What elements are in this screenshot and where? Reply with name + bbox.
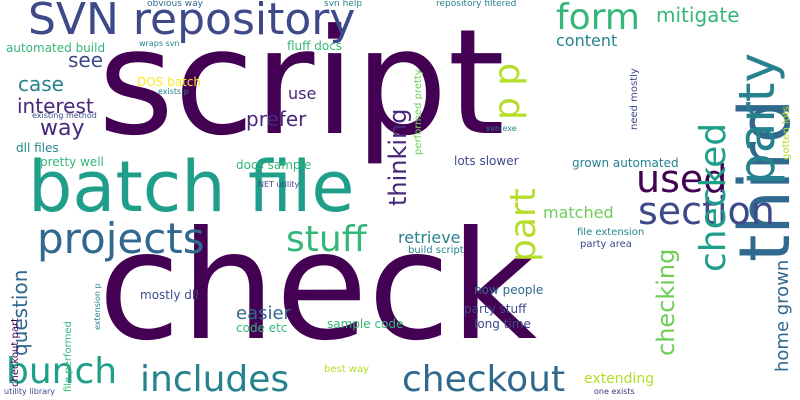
cloud-word: content	[556, 31, 618, 50]
cloud-word: need mostly	[629, 68, 640, 130]
cloud-word: one exists	[594, 387, 635, 396]
cloud-word: checkout	[402, 359, 566, 400]
cloud-word: mostly dll	[140, 288, 199, 302]
cloud-word: SVN repository	[28, 0, 356, 45]
cloud-word: party area	[580, 239, 632, 250]
cloud-word: part	[503, 188, 544, 262]
cloud-word: use	[288, 84, 317, 103]
cloud-word: svn help	[324, 0, 363, 9]
cloud-word: thinking	[384, 108, 412, 206]
cloud-word: NET utility	[258, 180, 300, 189]
cloud-word: now people	[474, 283, 544, 297]
cloud-word: lots slower	[454, 154, 519, 168]
cloud-word: automated build	[6, 41, 106, 55]
cloud-word: obvious way	[147, 0, 204, 9]
cloud-word: pretty well	[40, 155, 104, 169]
cloud-word: projects	[37, 214, 205, 263]
cloud-word: extending	[584, 371, 655, 387]
cloud-word: party	[728, 52, 786, 185]
cloud-word: case	[18, 72, 64, 96]
cloud-word: retrieve	[398, 228, 461, 247]
cloud-word: DOS batch	[137, 75, 201, 89]
cloud-word: bunch	[6, 351, 118, 392]
cloud-word: long time	[474, 317, 531, 331]
cloud-word: best way	[324, 364, 370, 375]
cloud-word: used	[636, 157, 728, 201]
cloud-word: prefer	[246, 107, 307, 131]
cloud-word: code etc	[236, 321, 288, 335]
cloud-word: repository filtered	[436, 0, 517, 9]
cloud-word: check	[98, 200, 538, 374]
cloud-word: way	[40, 116, 85, 141]
cloud-word: form	[556, 0, 640, 38]
cloud-word: svn exe	[486, 124, 517, 133]
cloud-word: exists p	[158, 87, 189, 96]
cloud-word: checked	[693, 122, 734, 272]
cloud-word: checking	[652, 248, 680, 356]
cloud-word: includes	[140, 359, 290, 400]
cloud-word: file performed	[63, 321, 74, 392]
cloud-word: section	[638, 189, 775, 233]
cloud-word: wraps svn	[139, 39, 180, 48]
cloud-word: extension p	[93, 283, 102, 330]
cloud-word: utility library	[4, 387, 56, 396]
cloud-word: performed pretty	[413, 69, 424, 155]
cloud-word: script	[98, 0, 505, 168]
cloud-word: dll files	[16, 141, 59, 155]
cloud-word: gotten lots	[781, 105, 792, 160]
cloud-word: checkout part	[10, 318, 21, 387]
cloud-word: batch file	[28, 146, 355, 228]
cloud-word: easier	[236, 303, 291, 324]
cloud-word: stuff	[286, 219, 367, 260]
cloud-word: existing method	[32, 111, 97, 120]
cloud-word: build script	[408, 245, 464, 256]
cloud-word: interest	[17, 94, 94, 118]
cloud-word: grown automated	[572, 156, 679, 170]
cloud-word: docs sample	[236, 158, 312, 172]
cloud-word: party stuff	[464, 302, 527, 316]
cloud-word: fluff docs	[287, 39, 343, 53]
cloud-word: sample code	[327, 317, 404, 331]
cloud-word: home grown	[772, 259, 793, 372]
cloud-word: matched	[543, 203, 614, 222]
cloud-word: mitigate	[656, 3, 740, 27]
cloud-word: p p	[487, 62, 528, 120]
cloud-word: see	[68, 48, 104, 72]
cloud-word: file extension	[577, 227, 645, 238]
